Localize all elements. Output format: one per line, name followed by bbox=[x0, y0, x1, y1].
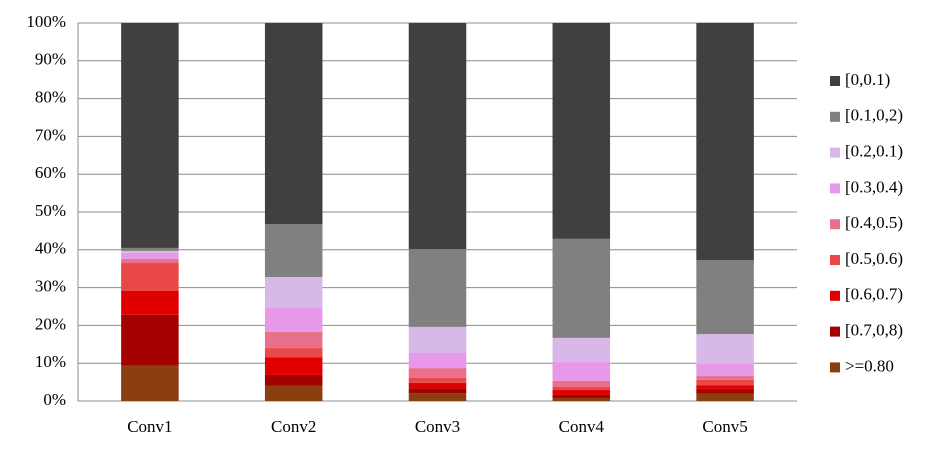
bar-segment bbox=[264, 224, 323, 278]
y-tick-label: 40% bbox=[35, 239, 66, 258]
bar-segment bbox=[696, 379, 754, 386]
legend-swatch bbox=[830, 76, 840, 86]
bar-segment bbox=[408, 368, 467, 378]
bar-segment bbox=[552, 23, 611, 239]
legend-swatch bbox=[830, 326, 840, 337]
bar-segment bbox=[552, 380, 611, 388]
legend-swatch bbox=[830, 111, 840, 122]
legend-label: [0.7,0,8) bbox=[845, 321, 903, 340]
y-tick-label: 90% bbox=[35, 50, 66, 69]
bar-segment bbox=[552, 387, 611, 391]
bar-segment bbox=[121, 314, 179, 366]
legend-swatch bbox=[830, 147, 840, 158]
y-tick-label: 80% bbox=[35, 88, 66, 107]
x-tick-label: Conv3 bbox=[415, 417, 460, 436]
bar-segment bbox=[552, 238, 611, 338]
bar-segment bbox=[408, 249, 467, 327]
x-tick-label: Conv5 bbox=[702, 417, 747, 436]
bar-segment bbox=[696, 23, 754, 261]
bar-segment bbox=[121, 250, 179, 253]
y-tick-label: 0% bbox=[43, 390, 66, 409]
bar-segment bbox=[696, 376, 754, 380]
bar-segment bbox=[264, 331, 323, 349]
bar-segment bbox=[264, 23, 323, 225]
bar-segment bbox=[264, 277, 323, 309]
x-tick-label: Conv4 bbox=[559, 417, 605, 436]
legend-swatch bbox=[830, 255, 840, 265]
legend-swatch bbox=[830, 362, 840, 373]
y-tick-label: 30% bbox=[35, 277, 66, 296]
y-tick-label: 50% bbox=[35, 201, 66, 220]
bar-segment bbox=[264, 374, 323, 386]
bar-segment bbox=[408, 352, 467, 369]
legend-swatch bbox=[830, 183, 840, 194]
bar-segment bbox=[408, 326, 467, 353]
bar-segment bbox=[408, 23, 467, 250]
bar-segment bbox=[408, 388, 467, 394]
legend-label: [0.2,0.1) bbox=[845, 142, 903, 161]
y-tick-label: 60% bbox=[35, 163, 66, 182]
bar-segment bbox=[264, 348, 323, 358]
bar-segment bbox=[696, 363, 754, 377]
bar-segment bbox=[696, 260, 754, 335]
bar-segment bbox=[552, 390, 611, 395]
bar-segment bbox=[264, 385, 323, 401]
bar-segment bbox=[552, 394, 611, 398]
legend-label: [0.1,0,2) bbox=[845, 106, 903, 125]
legend-label: [0.3,0.4) bbox=[845, 177, 903, 196]
bar-segment bbox=[408, 393, 467, 401]
bar-segment bbox=[408, 377, 467, 383]
legend-label: >=0.80 bbox=[845, 356, 894, 375]
y-tick-label: 70% bbox=[35, 125, 66, 144]
bar-segment bbox=[121, 247, 179, 251]
legend-swatch bbox=[830, 290, 840, 301]
bar-segment bbox=[696, 388, 754, 394]
bar-segment bbox=[121, 23, 179, 248]
bar-segment bbox=[696, 393, 754, 401]
bar-segment bbox=[696, 385, 754, 389]
bar-segment bbox=[696, 334, 754, 364]
legend-label: [0,0.1) bbox=[845, 70, 890, 89]
y-tick-label: 20% bbox=[35, 314, 66, 333]
bar-segment bbox=[121, 365, 179, 401]
legend-label: [0.6,0.7) bbox=[845, 285, 903, 304]
bar-segment bbox=[121, 252, 179, 259]
bar-segment bbox=[552, 397, 611, 401]
x-tick-label: Conv2 bbox=[271, 417, 316, 436]
bar-segment bbox=[121, 291, 179, 315]
bar-segment bbox=[552, 362, 611, 381]
bar-segment bbox=[264, 357, 323, 375]
y-tick-label: 10% bbox=[35, 352, 66, 371]
bar-segment bbox=[408, 382, 467, 389]
legend-swatch bbox=[830, 219, 840, 230]
legend-label: [0.5,0.6) bbox=[845, 249, 903, 268]
bar-segment bbox=[552, 337, 611, 363]
y-tick-label: 100% bbox=[26, 12, 66, 31]
bar-segment bbox=[264, 308, 323, 332]
x-tick-label: Conv1 bbox=[127, 417, 172, 436]
legend-label: [0.4,0.5) bbox=[845, 213, 903, 232]
bar-segment bbox=[121, 263, 179, 292]
bar-segment bbox=[121, 258, 179, 264]
